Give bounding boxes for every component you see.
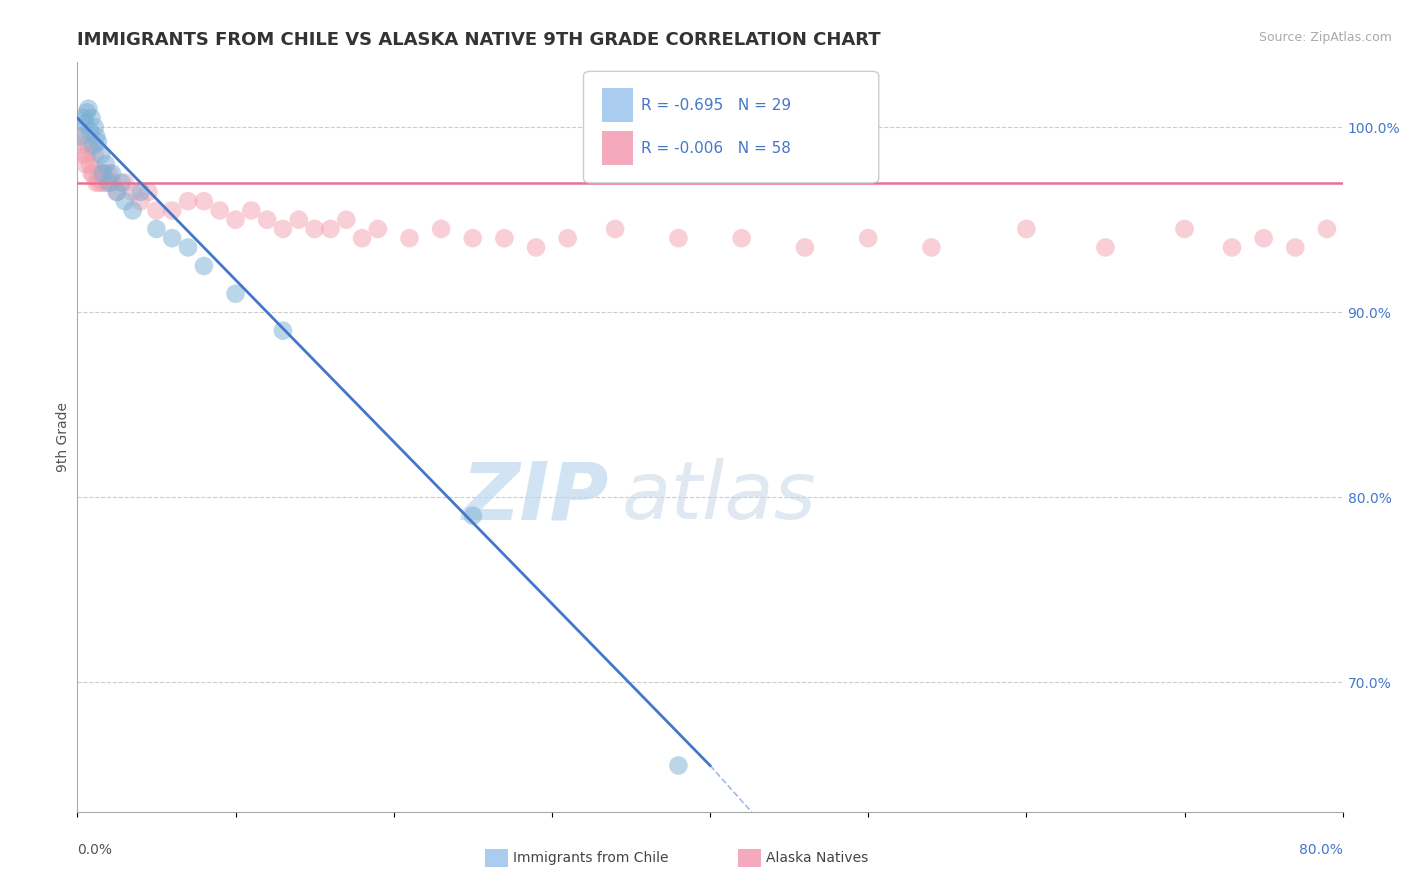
Point xyxy=(121,203,143,218)
Point xyxy=(1015,222,1038,236)
Point xyxy=(98,166,120,180)
Point xyxy=(91,176,114,190)
Y-axis label: 9th Grade: 9th Grade xyxy=(56,402,70,472)
Point xyxy=(177,194,200,209)
Text: Alaska Natives: Alaska Natives xyxy=(766,851,869,865)
Point xyxy=(398,231,420,245)
Point xyxy=(76,105,98,120)
Point xyxy=(75,116,97,130)
Point xyxy=(101,176,124,190)
Point xyxy=(430,222,453,236)
Text: IMMIGRANTS FROM CHILE VS ALASKA NATIVE 9TH GRADE CORRELATION CHART: IMMIGRANTS FROM CHILE VS ALASKA NATIVE 9… xyxy=(77,31,882,49)
Point xyxy=(271,324,294,338)
Point xyxy=(288,212,311,227)
Point xyxy=(668,758,690,772)
Point xyxy=(138,185,160,199)
Point xyxy=(731,231,754,245)
Point xyxy=(225,212,247,227)
Point xyxy=(90,148,112,162)
Point xyxy=(193,259,215,273)
Point xyxy=(101,166,124,180)
Point xyxy=(91,166,114,180)
Text: R = -0.695   N = 29: R = -0.695 N = 29 xyxy=(641,98,792,112)
Point xyxy=(494,231,516,245)
Point xyxy=(79,124,101,138)
Point xyxy=(162,203,183,218)
Point xyxy=(1284,240,1306,254)
Point xyxy=(304,222,326,236)
Text: Source: ZipAtlas.com: Source: ZipAtlas.com xyxy=(1258,31,1392,45)
Point xyxy=(93,166,115,180)
Point xyxy=(1220,240,1243,254)
Point xyxy=(105,185,128,199)
Point xyxy=(77,102,100,116)
Point xyxy=(193,194,215,209)
Point xyxy=(129,185,152,199)
Point xyxy=(271,222,294,236)
Point xyxy=(76,148,98,162)
Point xyxy=(89,176,111,190)
Point xyxy=(86,129,108,144)
Point xyxy=(240,203,263,218)
Point xyxy=(114,176,136,190)
Point xyxy=(605,222,627,236)
Point xyxy=(524,240,547,254)
Point xyxy=(352,231,374,245)
Point xyxy=(461,231,484,245)
Point xyxy=(111,176,132,190)
Point xyxy=(162,231,183,245)
Point xyxy=(69,129,91,144)
Point xyxy=(557,231,579,245)
Point xyxy=(1253,231,1275,245)
Point xyxy=(921,240,943,254)
Point xyxy=(461,508,484,523)
Point xyxy=(794,240,817,254)
Point xyxy=(256,212,278,227)
Point xyxy=(79,157,101,171)
Point xyxy=(145,222,167,236)
Point xyxy=(668,231,690,245)
Point xyxy=(208,203,231,218)
Point xyxy=(90,166,112,180)
Text: Immigrants from Chile: Immigrants from Chile xyxy=(513,851,669,865)
Point xyxy=(80,166,103,180)
Point xyxy=(319,222,342,236)
Point xyxy=(77,138,100,153)
Point xyxy=(70,138,93,153)
Point xyxy=(121,185,143,199)
Text: 80.0%: 80.0% xyxy=(1299,843,1343,857)
Point xyxy=(82,138,104,153)
Point xyxy=(98,176,120,190)
Point xyxy=(114,194,136,209)
Point xyxy=(145,203,167,218)
Point xyxy=(86,176,108,190)
Point xyxy=(1316,222,1339,236)
Point xyxy=(225,286,247,301)
Point xyxy=(94,157,117,171)
Point xyxy=(335,212,357,227)
Point xyxy=(177,240,200,254)
Point xyxy=(1094,240,1116,254)
Point xyxy=(83,120,105,135)
Point xyxy=(129,194,152,209)
Point xyxy=(73,148,96,162)
Text: atlas: atlas xyxy=(621,458,817,536)
Point xyxy=(82,166,104,180)
Point xyxy=(69,129,91,144)
Point xyxy=(73,111,96,125)
Point xyxy=(94,176,117,190)
Point xyxy=(75,157,97,171)
Text: 0.0%: 0.0% xyxy=(77,843,112,857)
Point xyxy=(367,222,389,236)
Text: R = -0.006   N = 58: R = -0.006 N = 58 xyxy=(641,141,792,155)
Text: ZIP: ZIP xyxy=(461,458,609,536)
Point xyxy=(1174,222,1197,236)
Point xyxy=(87,166,110,180)
Point xyxy=(87,135,110,149)
Point xyxy=(83,148,105,162)
Point xyxy=(105,185,128,199)
Point xyxy=(80,111,103,125)
Point xyxy=(858,231,880,245)
